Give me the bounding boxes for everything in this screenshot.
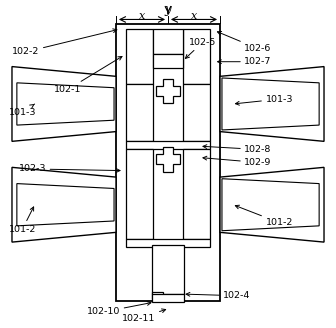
Text: y: y bbox=[165, 3, 171, 16]
Text: 102-1: 102-1 bbox=[54, 56, 122, 94]
Polygon shape bbox=[220, 67, 324, 141]
Polygon shape bbox=[183, 84, 210, 141]
Polygon shape bbox=[156, 147, 180, 172]
Polygon shape bbox=[153, 294, 183, 302]
Polygon shape bbox=[153, 293, 163, 299]
Text: 101-3: 101-3 bbox=[9, 104, 36, 116]
Text: 102-9: 102-9 bbox=[203, 156, 272, 167]
Polygon shape bbox=[153, 245, 183, 294]
Text: x: x bbox=[191, 11, 197, 21]
Polygon shape bbox=[153, 29, 183, 53]
Polygon shape bbox=[17, 184, 114, 226]
Polygon shape bbox=[126, 239, 210, 247]
Text: 102-2: 102-2 bbox=[12, 29, 117, 56]
Polygon shape bbox=[183, 29, 210, 84]
Polygon shape bbox=[126, 29, 153, 84]
Text: 102-8: 102-8 bbox=[203, 145, 272, 154]
Polygon shape bbox=[153, 53, 183, 68]
Text: 101-3: 101-3 bbox=[236, 94, 293, 105]
Polygon shape bbox=[220, 167, 324, 242]
Text: 101-2: 101-2 bbox=[235, 205, 293, 227]
Polygon shape bbox=[156, 79, 180, 103]
Text: 101-2: 101-2 bbox=[9, 207, 36, 234]
Text: 102-11: 102-11 bbox=[122, 309, 166, 323]
Polygon shape bbox=[126, 150, 153, 239]
Polygon shape bbox=[183, 150, 210, 239]
Polygon shape bbox=[126, 84, 153, 141]
Polygon shape bbox=[12, 167, 116, 242]
Text: 102-3: 102-3 bbox=[18, 164, 120, 174]
Text: 102-6: 102-6 bbox=[217, 31, 272, 53]
Polygon shape bbox=[222, 179, 319, 231]
Polygon shape bbox=[222, 78, 319, 130]
Text: x: x bbox=[139, 11, 145, 21]
Polygon shape bbox=[12, 67, 116, 141]
Text: 102-4: 102-4 bbox=[186, 291, 251, 300]
Polygon shape bbox=[126, 141, 210, 150]
Polygon shape bbox=[116, 24, 220, 300]
Polygon shape bbox=[17, 83, 114, 125]
Text: 102-7: 102-7 bbox=[218, 57, 272, 66]
Text: 102-5: 102-5 bbox=[185, 38, 216, 58]
Text: 102-10: 102-10 bbox=[87, 301, 151, 317]
